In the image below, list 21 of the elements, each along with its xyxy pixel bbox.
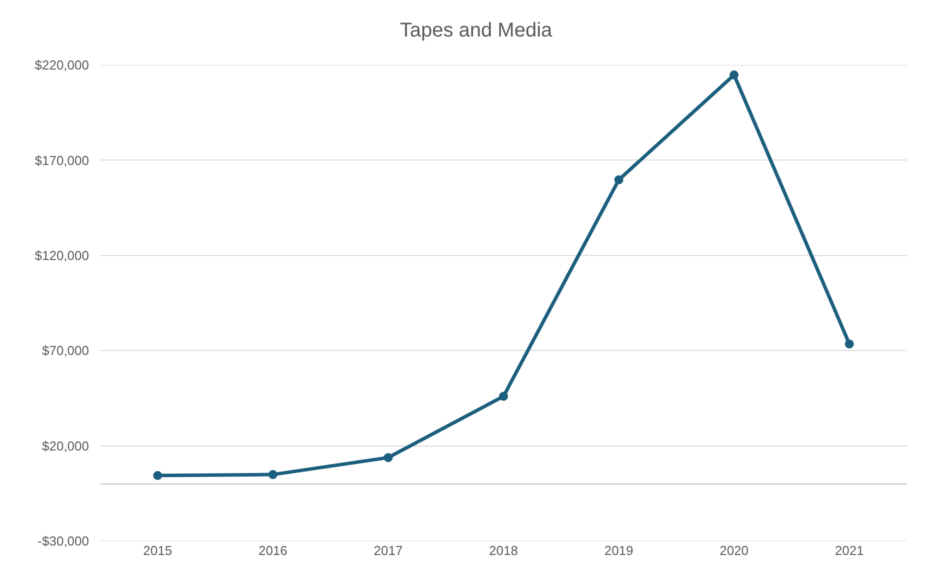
y-tick-label: $120,000	[34, 248, 89, 263]
x-tick-label: 2017	[374, 543, 403, 558]
x-tick-label: 2021	[834, 543, 864, 558]
y-tick-label: -$30,000	[38, 534, 89, 549]
chart-title: Tapes and Media	[400, 20, 554, 42]
y-tick-label: $220,000	[34, 58, 89, 73]
x-tick-label: 2015	[143, 543, 172, 558]
point	[730, 70, 739, 80]
y-tick-label: $70,000	[42, 343, 89, 358]
x-tick-label: 2019	[604, 543, 634, 558]
y-tick-label: $20,000	[42, 438, 89, 454]
point	[268, 470, 278, 480]
point	[153, 471, 162, 480]
y-tick-label: $170,000	[34, 152, 89, 168]
point	[384, 453, 393, 462]
point	[614, 175, 624, 184]
x-tick-label: 2018	[489, 543, 518, 558]
x-tick-label: 2020	[720, 543, 749, 558]
point	[844, 339, 854, 348]
point	[499, 392, 508, 401]
x-tick-label: 2016	[258, 543, 288, 558]
